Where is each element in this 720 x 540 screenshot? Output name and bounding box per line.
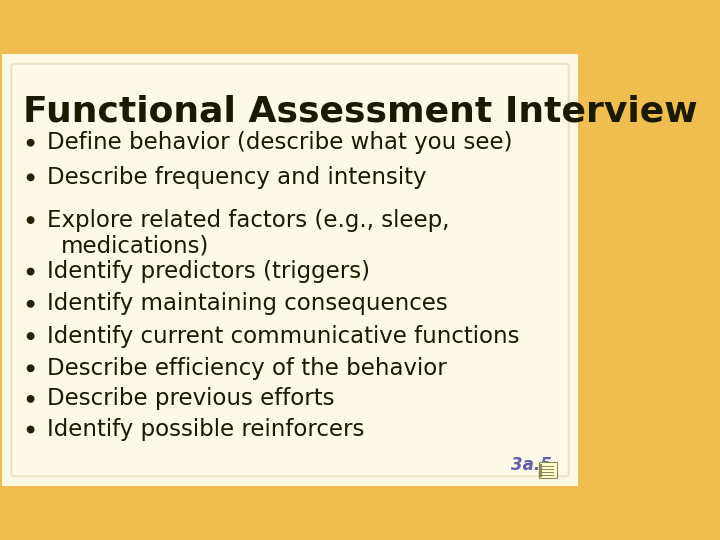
Text: Identify possible reinforcers: Identify possible reinforcers bbox=[47, 418, 364, 441]
Text: Identify predictors (triggers): Identify predictors (triggers) bbox=[47, 260, 370, 283]
Bar bbox=[145, 161, 435, 379]
Bar bbox=[114, 138, 467, 402]
Bar bbox=[66, 102, 515, 438]
Bar bbox=[99, 127, 481, 413]
Circle shape bbox=[27, 426, 34, 433]
Bar bbox=[34, 78, 546, 462]
Circle shape bbox=[539, 468, 541, 470]
Bar bbox=[46, 87, 534, 453]
Bar bbox=[107, 132, 474, 408]
Bar bbox=[73, 107, 508, 433]
Text: Describe previous efforts: Describe previous efforts bbox=[47, 387, 334, 410]
Bar bbox=[89, 119, 490, 421]
Bar bbox=[41, 83, 539, 457]
Bar bbox=[111, 136, 469, 404]
Bar bbox=[43, 85, 536, 455]
Bar bbox=[109, 134, 472, 406]
Bar bbox=[84, 116, 495, 424]
Bar bbox=[94, 123, 486, 417]
Bar bbox=[116, 139, 464, 401]
Bar bbox=[123, 145, 456, 395]
FancyBboxPatch shape bbox=[12, 64, 569, 476]
Bar bbox=[60, 98, 520, 442]
Text: Functional Assessment Interview: Functional Assessment Interview bbox=[22, 94, 697, 129]
Bar bbox=[128, 148, 452, 392]
Bar bbox=[68, 103, 513, 437]
Bar bbox=[104, 131, 476, 409]
Circle shape bbox=[27, 365, 34, 372]
Text: Identify maintaining consequences: Identify maintaining consequences bbox=[47, 292, 447, 315]
Bar bbox=[135, 154, 445, 386]
Bar bbox=[140, 158, 440, 382]
Bar bbox=[133, 152, 447, 388]
Bar bbox=[143, 159, 438, 381]
Bar bbox=[102, 129, 479, 411]
Circle shape bbox=[27, 333, 34, 339]
Bar bbox=[118, 141, 462, 399]
Bar bbox=[138, 156, 442, 384]
Circle shape bbox=[27, 396, 34, 402]
Bar bbox=[32, 76, 549, 464]
Text: Explore related factors (e.g., sleep,: Explore related factors (e.g., sleep, bbox=[47, 208, 449, 232]
Bar bbox=[36, 80, 544, 460]
Circle shape bbox=[27, 301, 34, 307]
Bar bbox=[80, 112, 500, 428]
Bar bbox=[70, 105, 510, 435]
Bar bbox=[87, 118, 493, 422]
Bar bbox=[126, 147, 454, 393]
Bar bbox=[130, 150, 449, 390]
Bar bbox=[75, 109, 505, 431]
FancyBboxPatch shape bbox=[539, 462, 557, 478]
Bar bbox=[96, 125, 483, 415]
Circle shape bbox=[539, 474, 541, 477]
Circle shape bbox=[27, 268, 34, 275]
Text: Identify current communicative functions: Identify current communicative functions bbox=[47, 325, 519, 348]
Bar bbox=[63, 99, 517, 441]
Bar bbox=[82, 114, 498, 426]
Text: Define behavior (describe what you see): Define behavior (describe what you see) bbox=[47, 131, 512, 154]
Circle shape bbox=[539, 464, 541, 467]
Bar bbox=[48, 89, 531, 451]
Text: Describe efficiency of the behavior: Describe efficiency of the behavior bbox=[47, 357, 446, 380]
Bar bbox=[77, 111, 503, 429]
Circle shape bbox=[27, 139, 34, 146]
Bar bbox=[53, 92, 527, 448]
Text: 3a.5: 3a.5 bbox=[510, 456, 552, 474]
Circle shape bbox=[539, 471, 541, 474]
Bar bbox=[55, 94, 524, 446]
Text: medications): medications) bbox=[61, 234, 210, 258]
Bar bbox=[92, 122, 488, 418]
Circle shape bbox=[27, 174, 34, 180]
Circle shape bbox=[27, 217, 34, 223]
Text: Describe frequency and intensity: Describe frequency and intensity bbox=[47, 166, 426, 189]
Bar bbox=[121, 143, 459, 397]
Bar bbox=[58, 96, 522, 444]
Bar bbox=[50, 91, 529, 449]
Bar bbox=[39, 82, 541, 458]
